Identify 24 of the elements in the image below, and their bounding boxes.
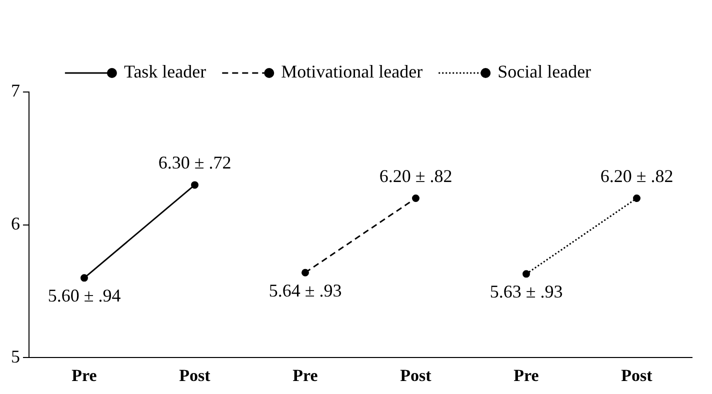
x-tick-label: Pre xyxy=(514,366,540,386)
data-label: 5.64 ± .93 xyxy=(268,280,342,300)
data-label: 5.63 ± .93 xyxy=(490,282,563,302)
point xyxy=(633,194,640,202)
point xyxy=(80,274,88,282)
y-tick-label: 6 xyxy=(11,214,20,234)
legend-label: Task leader xyxy=(124,62,206,82)
point xyxy=(522,270,530,278)
data-label: 5.60 ± .94 xyxy=(48,286,121,306)
x-tick-label: Post xyxy=(621,366,653,386)
point xyxy=(302,268,309,276)
point xyxy=(191,181,198,189)
data-label: 6.30 ± .72 xyxy=(158,152,232,173)
x-tick-label: Pre xyxy=(292,366,318,386)
y-tick-label: 5 xyxy=(11,346,20,366)
legend-label: Motivational leader xyxy=(281,62,423,82)
y-tick-label: 7 xyxy=(11,80,20,101)
point xyxy=(412,194,420,202)
data-label: 6.20 ± .82 xyxy=(379,166,452,186)
x-tick-label: Post xyxy=(400,366,432,386)
data-label: 6.20 ± .82 xyxy=(600,166,674,186)
x-tick-label: Post xyxy=(179,366,211,386)
x-tick-label: Pre xyxy=(72,366,98,386)
legend-label: Social leader xyxy=(498,62,592,82)
